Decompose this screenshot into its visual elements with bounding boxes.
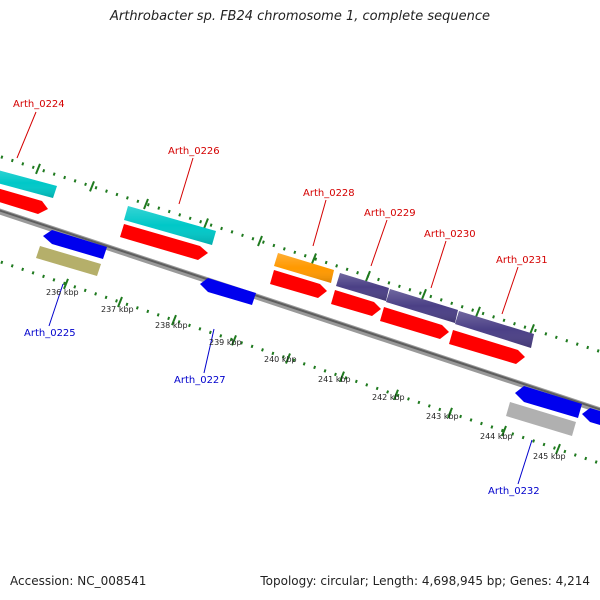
major-tick-top-2: [143, 198, 149, 210]
cds-arth-0228-red[interactable]: [270, 270, 327, 298]
label-leaders: [16, 111, 533, 485]
scale-label-238: 238 kbp: [155, 321, 188, 330]
major-tick-bottom-4: [285, 353, 291, 364]
cds-arth-0226-red[interactable]: [120, 224, 208, 260]
gene-label-arth-0227[interactable]: Arth_0227: [174, 375, 226, 386]
scale-labels: 236 kbp 237 kbp 238 kbp 239 kbp 240 kbp …: [46, 288, 566, 461]
gene-label-arth-0224[interactable]: Arth_0224: [13, 99, 65, 110]
gene-label-arth-0226[interactable]: Arth_0226: [168, 146, 220, 157]
backbone: [0, 208, 600, 414]
forward-strand-features: [0, 170, 534, 364]
cds-arth-0229-red[interactable]: [331, 290, 381, 316]
gene-labels-top: Arth_0224 Arth_0226 Arth_0228 Arth_0229 …: [13, 99, 548, 266]
scale-guide-bottom: [0, 260, 600, 465]
major-tick-bottom-0: [63, 278, 69, 290]
major-tick-top-6: [365, 270, 371, 282]
gene-label-arth-0230[interactable]: Arth_0230: [424, 229, 476, 240]
major-tick-bottom-2: [171, 314, 177, 326]
major-tick-bottom-7: [447, 407, 453, 419]
major-tick-bottom-1: [117, 296, 123, 308]
major-ticks-top: [35, 163, 535, 335]
gene-label-arth-0228[interactable]: Arth_0228: [303, 188, 355, 199]
scale-label-242: 242 kbp: [372, 393, 405, 402]
gene-label-arth-0225[interactable]: Arth_0225: [24, 328, 76, 339]
scale-label-241: 241 kbp: [318, 375, 351, 384]
gene-arth-0232-gray[interactable]: [506, 402, 576, 436]
major-tick-top-3: [203, 218, 209, 229]
gene-label-arth-0231[interactable]: Arth_0231: [496, 255, 548, 266]
major-tick-bottom-6: [393, 389, 399, 401]
gene-arth-0225-khaki[interactable]: [36, 246, 101, 276]
cds-arth-0225-blue[interactable]: [43, 230, 107, 259]
scale-label-244: 244 kbp: [480, 432, 513, 441]
reverse-strand-features: [36, 230, 600, 436]
major-ticks-bottom: [63, 278, 561, 455]
major-tick-top-8: [475, 306, 481, 318]
scale-label-245: 245 kbp: [533, 452, 566, 461]
summary-text: Topology: circular; Length: 4,698,945 bp…: [260, 574, 590, 588]
major-tick-top-5: [311, 253, 317, 264]
cds-arth-0232b-blue[interactable]: [582, 408, 600, 431]
scale-label-236: 236 kbp: [46, 288, 79, 297]
major-tick-top-7: [421, 288, 427, 300]
cds-arth-0230-red[interactable]: [380, 307, 449, 339]
major-tick-bottom-5: [339, 371, 345, 382]
cds-arth-0231-red[interactable]: [449, 330, 525, 364]
major-tick-bottom-8: [501, 425, 507, 437]
scale-label-243: 243 kbp: [426, 412, 459, 421]
major-tick-top-4: [257, 235, 263, 247]
major-tick-top-9: [529, 324, 535, 335]
cds-arth-0232-blue[interactable]: [515, 386, 582, 418]
cds-arth-0227-blue[interactable]: [200, 278, 256, 305]
gene-label-arth-0232[interactable]: Arth_0232: [488, 486, 540, 497]
gene-labels-bottom: Arth_0225 Arth_0227 Arth_0232: [24, 328, 540, 497]
scale-label-237: 237 kbp: [101, 305, 134, 314]
map-title: Arthrobacter sp. FB24 chromosome 1, comp…: [109, 9, 491, 24]
cds-arth-0224-red[interactable]: [0, 186, 48, 214]
gene-label-arth-0229[interactable]: Arth_0229: [364, 208, 416, 219]
scale-label-239: 239 kbp: [209, 338, 242, 347]
major-tick-bottom-3: [231, 334, 237, 346]
major-tick-bottom-9: [555, 443, 561, 455]
accession-text: Accession: NC_008541: [10, 574, 147, 588]
major-tick-top-0: [35, 163, 41, 175]
major-tick-top-1: [89, 181, 95, 192]
scale-label-240: 240 kbp: [264, 355, 297, 364]
